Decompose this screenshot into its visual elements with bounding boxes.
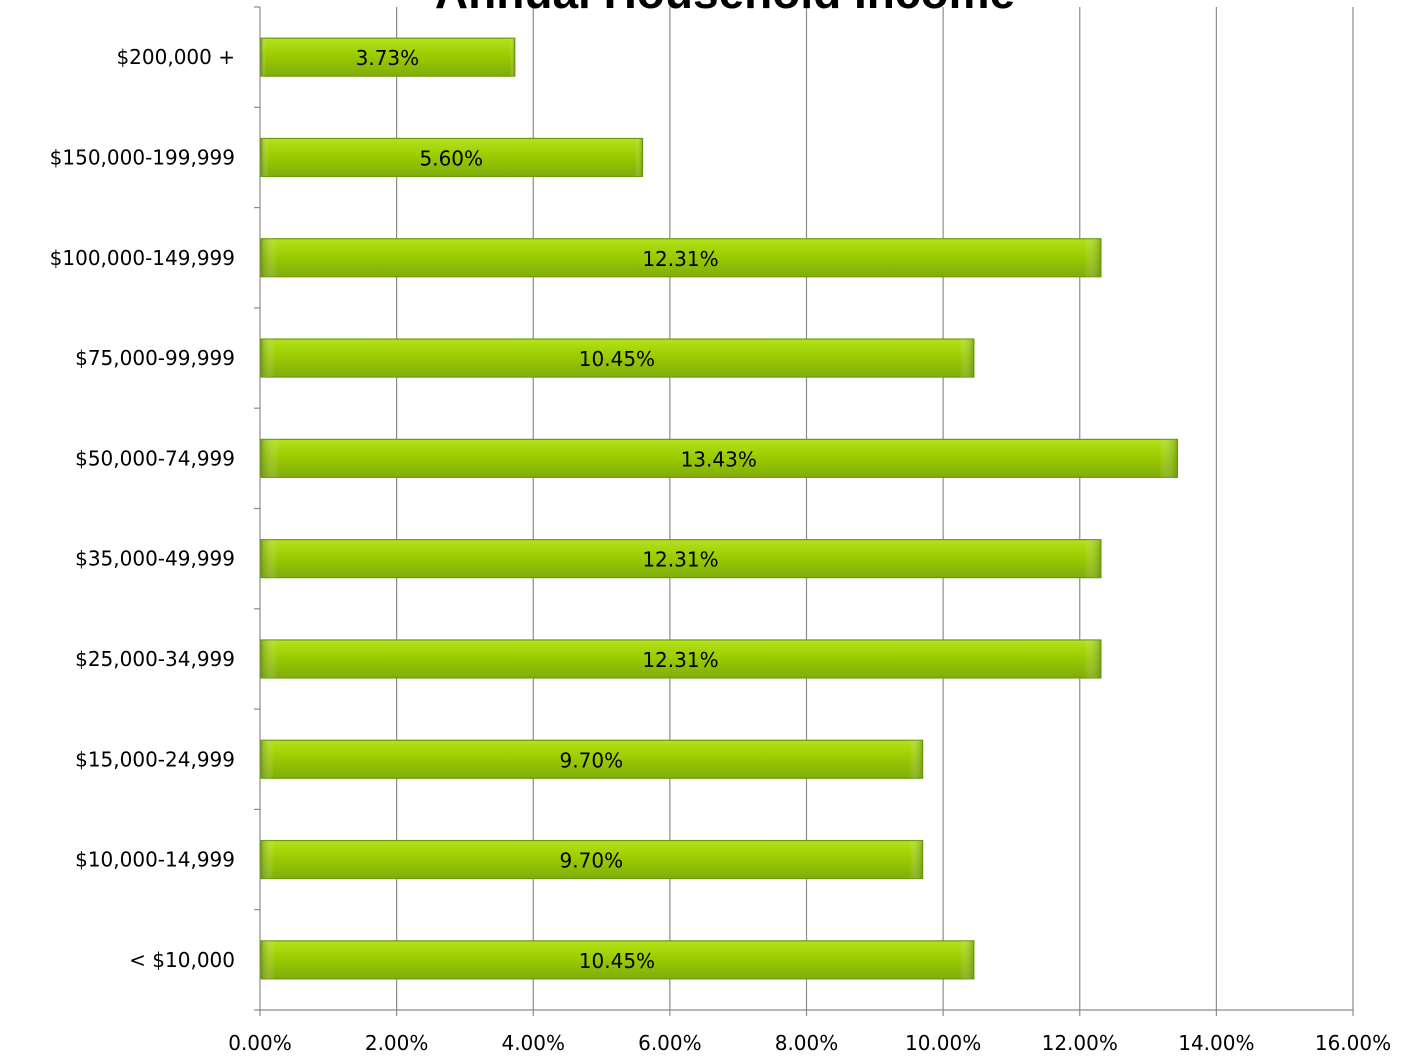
y-category-label: $15,000-24,999 [75, 747, 235, 771]
bar-bevel [261, 740, 923, 779]
bar-data-label: 12.31% [642, 247, 718, 271]
y-category-label: $10,000-14,999 [75, 848, 235, 872]
bar-group [260, 37, 516, 77]
bar-bevel [261, 539, 1101, 578]
bar-data-label: 3.73% [356, 46, 420, 70]
bar-group [260, 438, 1179, 478]
bar-group [260, 338, 975, 378]
x-tick-label: 2.00% [365, 1031, 429, 1055]
bars [260, 37, 1179, 980]
bar-bevel [261, 339, 974, 378]
bar-group [260, 739, 924, 779]
bar-data-label: 13.43% [681, 447, 757, 471]
x-tick-label: 0.00% [228, 1031, 292, 1055]
y-category-label: < $10,000 [129, 948, 235, 972]
axes [254, 6, 1354, 1016]
y-category-label: $75,000-99,999 [75, 346, 235, 370]
x-tick-label: 14.00% [1178, 1031, 1254, 1055]
bar-group [260, 137, 644, 178]
bar-bevel [261, 639, 1101, 678]
bar-data-label: 5.60% [420, 146, 484, 170]
bar-data-label: 10.45% [579, 949, 655, 973]
x-tick-label: 12.00% [1042, 1031, 1118, 1055]
x-tick-label: 10.00% [905, 1031, 981, 1055]
bar-group [260, 539, 1102, 579]
labels: 0.00% 2.00% 4.00% 6.00% 8.00% 10.00% 12.00% 14.… [50, 45, 1391, 1055]
x-tick-label: 4.00% [501, 1031, 565, 1055]
bar-group [260, 940, 975, 980]
bar-bevel [261, 840, 923, 879]
y-category-label: $150,000-199,999 [50, 145, 235, 169]
bar-bevel [261, 138, 643, 177]
x-tick-label: 8.00% [775, 1031, 839, 1055]
bar-group [260, 839, 924, 880]
y-category-label: $50,000-74,999 [75, 446, 235, 470]
chart-title: Annual Household Income [435, 0, 1015, 18]
bar-group [260, 639, 1102, 679]
bar-bevel [261, 38, 515, 77]
bar-bevel [261, 940, 974, 979]
bar-data-label: 12.31% [642, 648, 718, 672]
bar-group [260, 238, 1102, 278]
bar-data-label: 12.31% [642, 548, 718, 572]
y-category-label: $35,000-49,999 [75, 547, 235, 571]
x-tick-label: 6.00% [638, 1031, 702, 1055]
x-tick-label: 16.00% [1315, 1031, 1391, 1055]
bar-data-label: 9.70% [560, 748, 624, 772]
bar-bevel [261, 238, 1101, 277]
y-category-label: $200,000 + [116, 45, 235, 69]
bar-data-label: 10.45% [579, 347, 655, 371]
bar-data-label: 9.70% [560, 849, 624, 873]
y-category-label: $25,000-34,999 [75, 647, 235, 671]
bar-bevel [261, 439, 1178, 478]
y-category-label: $100,000-149,999 [50, 246, 235, 270]
